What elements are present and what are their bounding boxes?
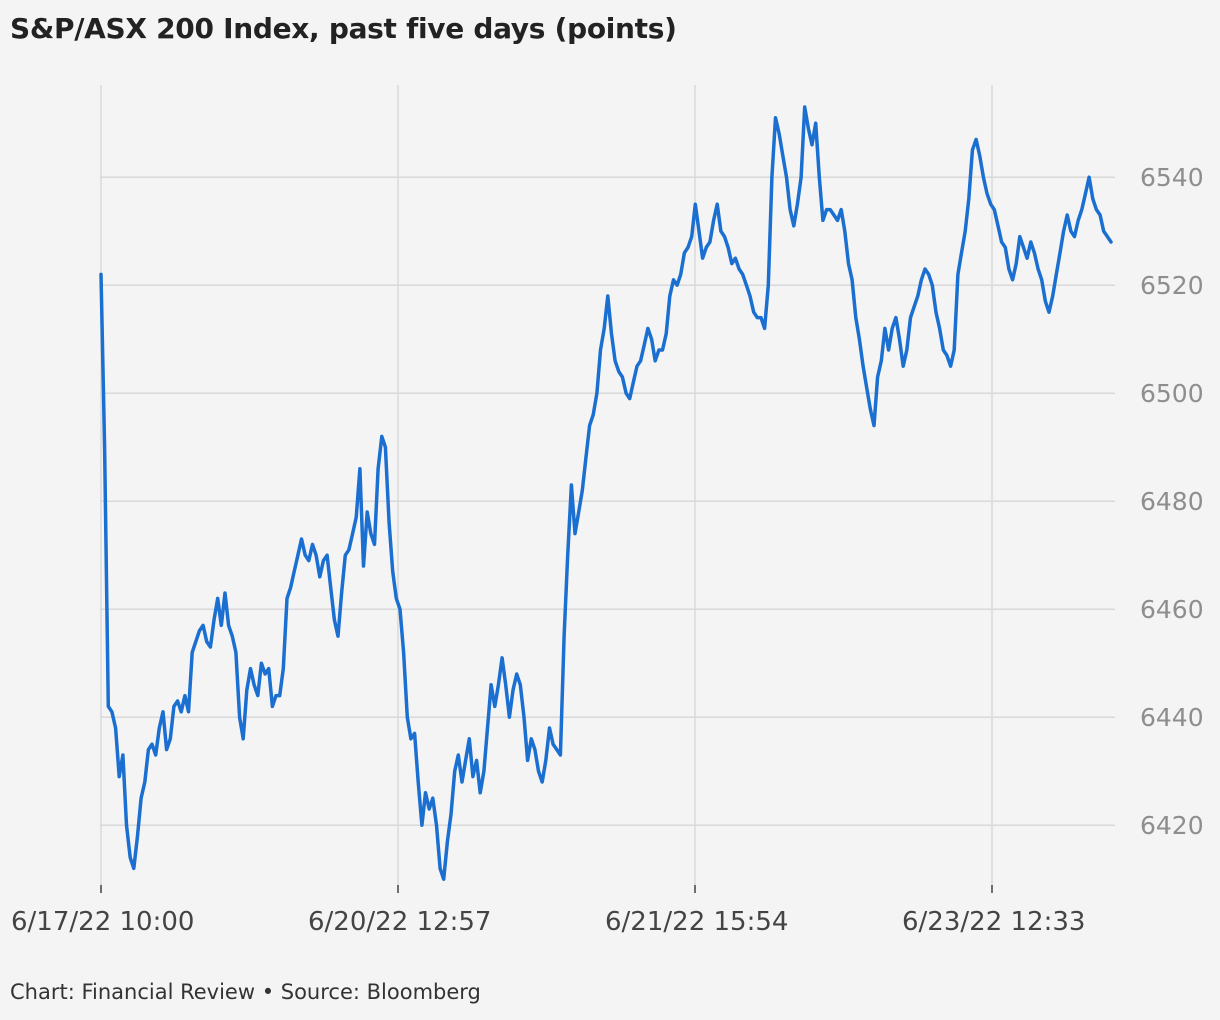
x-tick-label: 6/21/22 15:54 (605, 907, 788, 937)
y-tick-label: 6480 (1140, 487, 1204, 516)
x-tick-label: 6/20/22 12:57 (308, 907, 491, 937)
y-tick-label: 6540 (1140, 163, 1204, 192)
x-tick-label: 6/23/22 12:33 (902, 907, 1085, 937)
chart-source: Chart: Financial Review • Source: Bloomb… (10, 980, 481, 1004)
series-line (99, 105, 1113, 881)
y-tick-label: 6500 (1140, 379, 1204, 408)
y-gridlines (100, 176, 1115, 826)
y-tick-label: 6420 (1140, 811, 1204, 840)
y-tick-label: 6440 (1140, 703, 1204, 732)
y-tick-label: 6460 (1140, 595, 1204, 624)
y-tick-label: 6520 (1140, 271, 1204, 300)
x-tick-label: 6/17/22 10:00 (11, 907, 194, 937)
series-group (99, 105, 1113, 881)
y-tick-labels: 6420 6440 6460 6480 6500 6520 6540 (1140, 163, 1204, 840)
x-tick-labels: 6/17/22 10:00 6/20/22 12:57 6/21/22 15:54 6… (11, 907, 1085, 937)
x-gridlines (100, 85, 993, 893)
chart-title: S&P/ASX 200 Index, past five days (point… (10, 12, 677, 45)
